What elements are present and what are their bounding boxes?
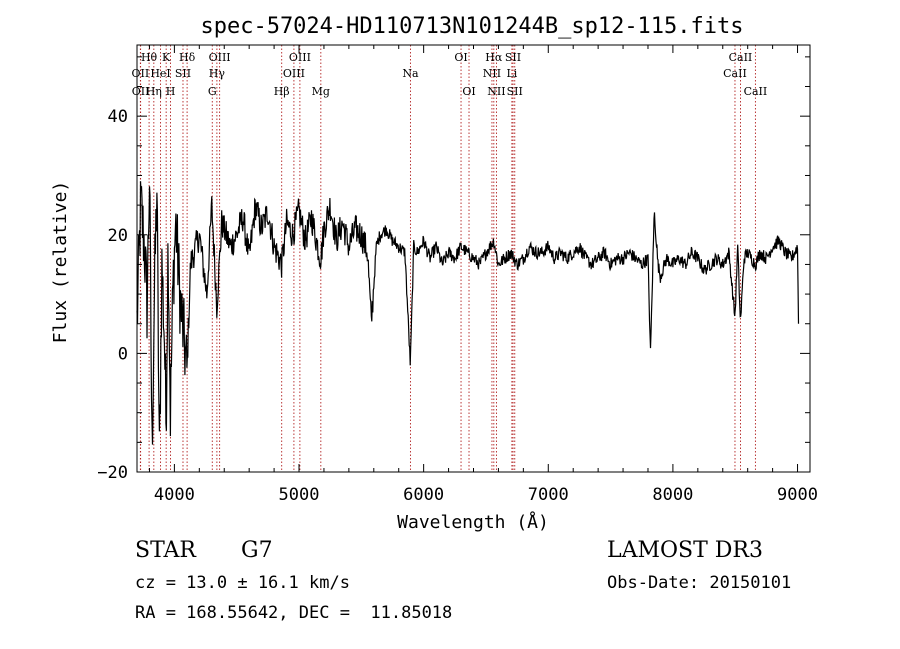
spectral-line-labels: OII OII Hθ Hη HeI K H SII Hδ G Hγ OIII Hβ OIII OIII Mg N… bbox=[132, 51, 768, 98]
x-tick-label-3: 7000 bbox=[528, 485, 569, 505]
spectral-subclass: G7 bbox=[241, 538, 273, 563]
line-label-15: Mg bbox=[312, 85, 330, 98]
y-tick-label-2: 20 bbox=[108, 226, 128, 246]
object-class: STAR bbox=[135, 538, 196, 563]
line-label-12: Hβ bbox=[274, 85, 290, 98]
line-label-6: H bbox=[166, 85, 176, 98]
y-tick-label-1: 0 bbox=[118, 344, 128, 364]
spectrum-line bbox=[136, 181, 800, 445]
line-label-26: CaII bbox=[729, 51, 753, 64]
y-axis: −20 0 20 40 bbox=[97, 56, 810, 483]
line-label-11: OIII bbox=[209, 51, 231, 64]
x-tick-label-2: 6000 bbox=[403, 485, 444, 505]
line-label-25: CaII bbox=[723, 67, 747, 80]
line-label-24: SII bbox=[507, 85, 523, 98]
line-label-22: Li bbox=[506, 67, 517, 80]
line-label-17: OI bbox=[454, 51, 467, 64]
line-label-27: CaII bbox=[744, 85, 768, 98]
x-axis: 4000 5000 6000 7000 8000 9000 bbox=[148, 45, 818, 505]
x-tick-label-0: 4000 bbox=[154, 485, 195, 505]
x-tick-label-4: 8000 bbox=[652, 485, 693, 505]
line-label-10: Hγ bbox=[209, 67, 226, 80]
x-tick-label-1: 5000 bbox=[279, 485, 320, 505]
y-axis-label: Flux (relative) bbox=[50, 181, 71, 344]
survey-name: LAMOST DR3 bbox=[607, 538, 763, 563]
line-label-9: G bbox=[208, 85, 217, 98]
coordinates: RA = 168.55642, DEC = 11.85018 bbox=[135, 603, 453, 623]
line-label-14: OIII bbox=[289, 51, 311, 64]
line-label-16: Na bbox=[402, 67, 419, 80]
line-label-19: NII bbox=[483, 67, 501, 80]
line-label-7: SII bbox=[175, 67, 191, 80]
y-tick-label-3: 40 bbox=[108, 107, 128, 127]
y-tick-label-0: −20 bbox=[97, 463, 128, 483]
redshift-velocity: cz = 13.0 ± 16.1 km/s bbox=[135, 573, 350, 593]
x-axis-label: Wavelength (Å) bbox=[397, 511, 549, 533]
line-label-0: OII bbox=[132, 67, 150, 80]
line-label-5: K bbox=[162, 51, 171, 64]
line-label-23: SII bbox=[505, 51, 521, 64]
line-label-20: Hα bbox=[485, 51, 503, 64]
line-label-1: OII bbox=[132, 85, 150, 98]
line-label-21: NII bbox=[487, 85, 505, 98]
line-label-13: OIII bbox=[283, 67, 305, 80]
observation-date: Obs-Date: 20150101 bbox=[607, 573, 792, 593]
line-label-2: Hθ bbox=[141, 51, 158, 64]
line-label-4: HeI bbox=[150, 67, 170, 80]
line-label-18: OI bbox=[462, 85, 475, 98]
line-label-8: Hδ bbox=[179, 51, 196, 64]
spectral-line-markers bbox=[139, 45, 756, 472]
x-tick-label-5: 9000 bbox=[777, 485, 818, 505]
line-label-3: Hη bbox=[146, 85, 162, 98]
chart-title: spec-57024-HD110713N101244B_sp12-115.fit… bbox=[200, 14, 743, 39]
